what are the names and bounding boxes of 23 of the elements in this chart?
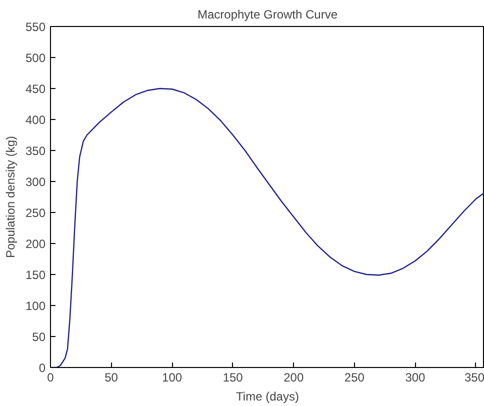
y-tick-label: 50	[32, 330, 46, 344]
y-tick-label: 550	[25, 20, 46, 34]
y-tick-label: 300	[25, 175, 46, 189]
x-tick-label: 150	[222, 370, 244, 384]
y-tick-label: 0	[38, 361, 46, 375]
y-tick-label: 250	[25, 206, 46, 220]
y-tick-label: 500	[25, 51, 46, 65]
y-axis-title: Population density (kg)	[3, 136, 18, 258]
x-tick-label: 50	[104, 370, 118, 384]
x-axis-title: Time (days)	[236, 390, 299, 404]
y-tick-label: 100	[25, 299, 46, 313]
y-tick-label: 200	[25, 237, 46, 251]
y-tick-label: 450	[25, 82, 46, 96]
x-tick-label: 300	[405, 370, 426, 384]
y-tick-label: 350	[25, 144, 46, 158]
y-tick-label: 150	[25, 268, 46, 282]
y-tick-label: 400	[25, 113, 46, 127]
x-tick-label: 250	[344, 370, 365, 384]
x-tick-label: 0	[47, 370, 54, 384]
x-tick-label: 200	[284, 370, 304, 384]
chart-title: Macrophyte Growth Curve	[197, 8, 338, 22]
x-tick-label: 350	[464, 370, 484, 384]
x-tick-label: 100	[162, 370, 182, 384]
